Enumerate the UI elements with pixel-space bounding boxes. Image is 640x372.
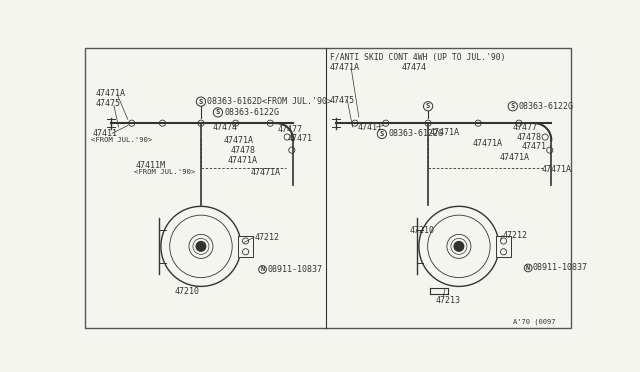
Text: 47210: 47210 bbox=[409, 227, 435, 235]
Text: 47411M: 47411M bbox=[136, 161, 166, 170]
Text: 47471A: 47471A bbox=[330, 63, 360, 72]
Text: 47477: 47477 bbox=[513, 122, 538, 132]
Text: 47411: 47411 bbox=[92, 129, 117, 138]
Text: 08911-10837: 08911-10837 bbox=[533, 263, 588, 272]
Text: 47474: 47474 bbox=[401, 63, 426, 72]
Text: 47475: 47475 bbox=[95, 99, 120, 108]
Text: 47471A: 47471A bbox=[95, 89, 125, 99]
Text: 08363-6122G: 08363-6122G bbox=[519, 102, 574, 111]
Text: 47212: 47212 bbox=[255, 232, 280, 242]
Text: 47212: 47212 bbox=[503, 231, 528, 240]
Text: 08363-6162D<FROM JUL.'90>: 08363-6162D<FROM JUL.'90> bbox=[207, 97, 332, 106]
Text: 47478: 47478 bbox=[230, 147, 255, 155]
Text: <FROM JUL.'90>: <FROM JUL.'90> bbox=[134, 170, 195, 176]
Text: S: S bbox=[216, 109, 220, 115]
Bar bbox=[496, 235, 511, 257]
Text: 47471: 47471 bbox=[522, 142, 547, 151]
Text: 47471A: 47471A bbox=[251, 168, 281, 177]
Text: N: N bbox=[526, 265, 531, 271]
Text: 47471A: 47471A bbox=[224, 137, 254, 145]
Text: N: N bbox=[260, 266, 265, 272]
Text: 47477: 47477 bbox=[278, 125, 303, 134]
Text: 47411: 47411 bbox=[357, 122, 382, 132]
Text: S: S bbox=[426, 103, 430, 109]
Text: 47471A: 47471A bbox=[500, 153, 530, 162]
Text: 47471A: 47471A bbox=[228, 155, 258, 165]
Text: F/ANTI SKID CONT 4WH (UP TO JUL.'90): F/ANTI SKID CONT 4WH (UP TO JUL.'90) bbox=[330, 53, 505, 62]
Text: 47471: 47471 bbox=[288, 134, 313, 143]
Text: 47478: 47478 bbox=[516, 132, 541, 141]
Text: 47210: 47210 bbox=[175, 286, 200, 295]
Text: 47475: 47475 bbox=[330, 96, 355, 105]
Circle shape bbox=[454, 241, 464, 251]
Text: S: S bbox=[380, 131, 384, 137]
Text: 08363-6122G: 08363-6122G bbox=[388, 129, 443, 138]
Text: S: S bbox=[199, 99, 203, 105]
Text: 08363-6122G: 08363-6122G bbox=[224, 108, 279, 117]
Text: S: S bbox=[511, 103, 515, 109]
Text: 47474: 47474 bbox=[212, 122, 237, 132]
Text: 47471A: 47471A bbox=[429, 128, 460, 137]
Text: 47471A: 47471A bbox=[473, 139, 503, 148]
Bar bbox=[238, 235, 253, 257]
Text: 47213: 47213 bbox=[436, 296, 461, 305]
Text: 08911-10837: 08911-10837 bbox=[267, 265, 322, 274]
Circle shape bbox=[196, 241, 205, 251]
Text: <FROM JUL.'90>: <FROM JUL.'90> bbox=[91, 137, 152, 143]
Text: 47471A: 47471A bbox=[542, 165, 572, 174]
Text: A'70 (0097: A'70 (0097 bbox=[513, 318, 556, 325]
